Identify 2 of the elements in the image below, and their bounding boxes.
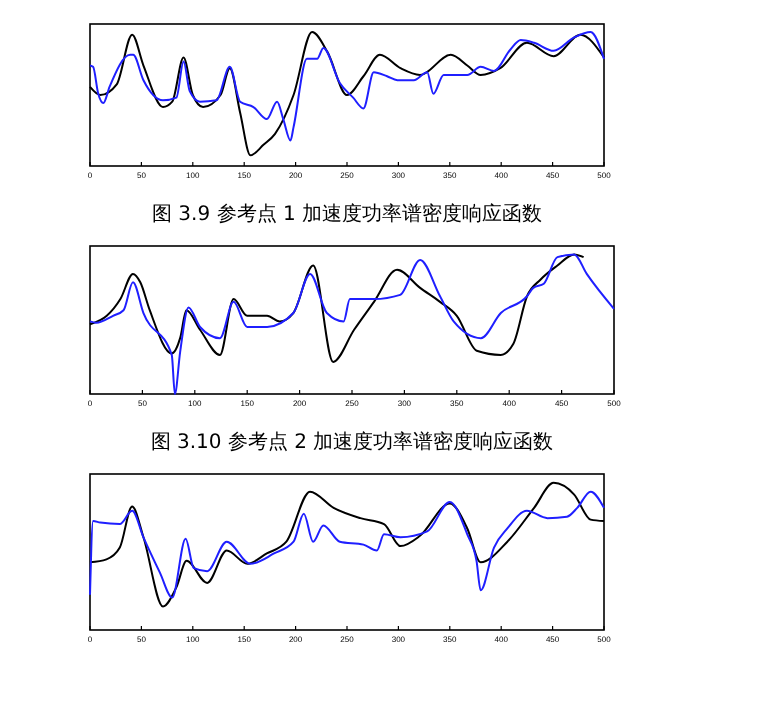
text: 图 3.10 参考点 2 加速度功率谱密度响应函数 <box>150 430 554 454</box>
text: 图 3.9 参考点 1 加速度功率谱密度响应函数 <box>152 202 542 226</box>
